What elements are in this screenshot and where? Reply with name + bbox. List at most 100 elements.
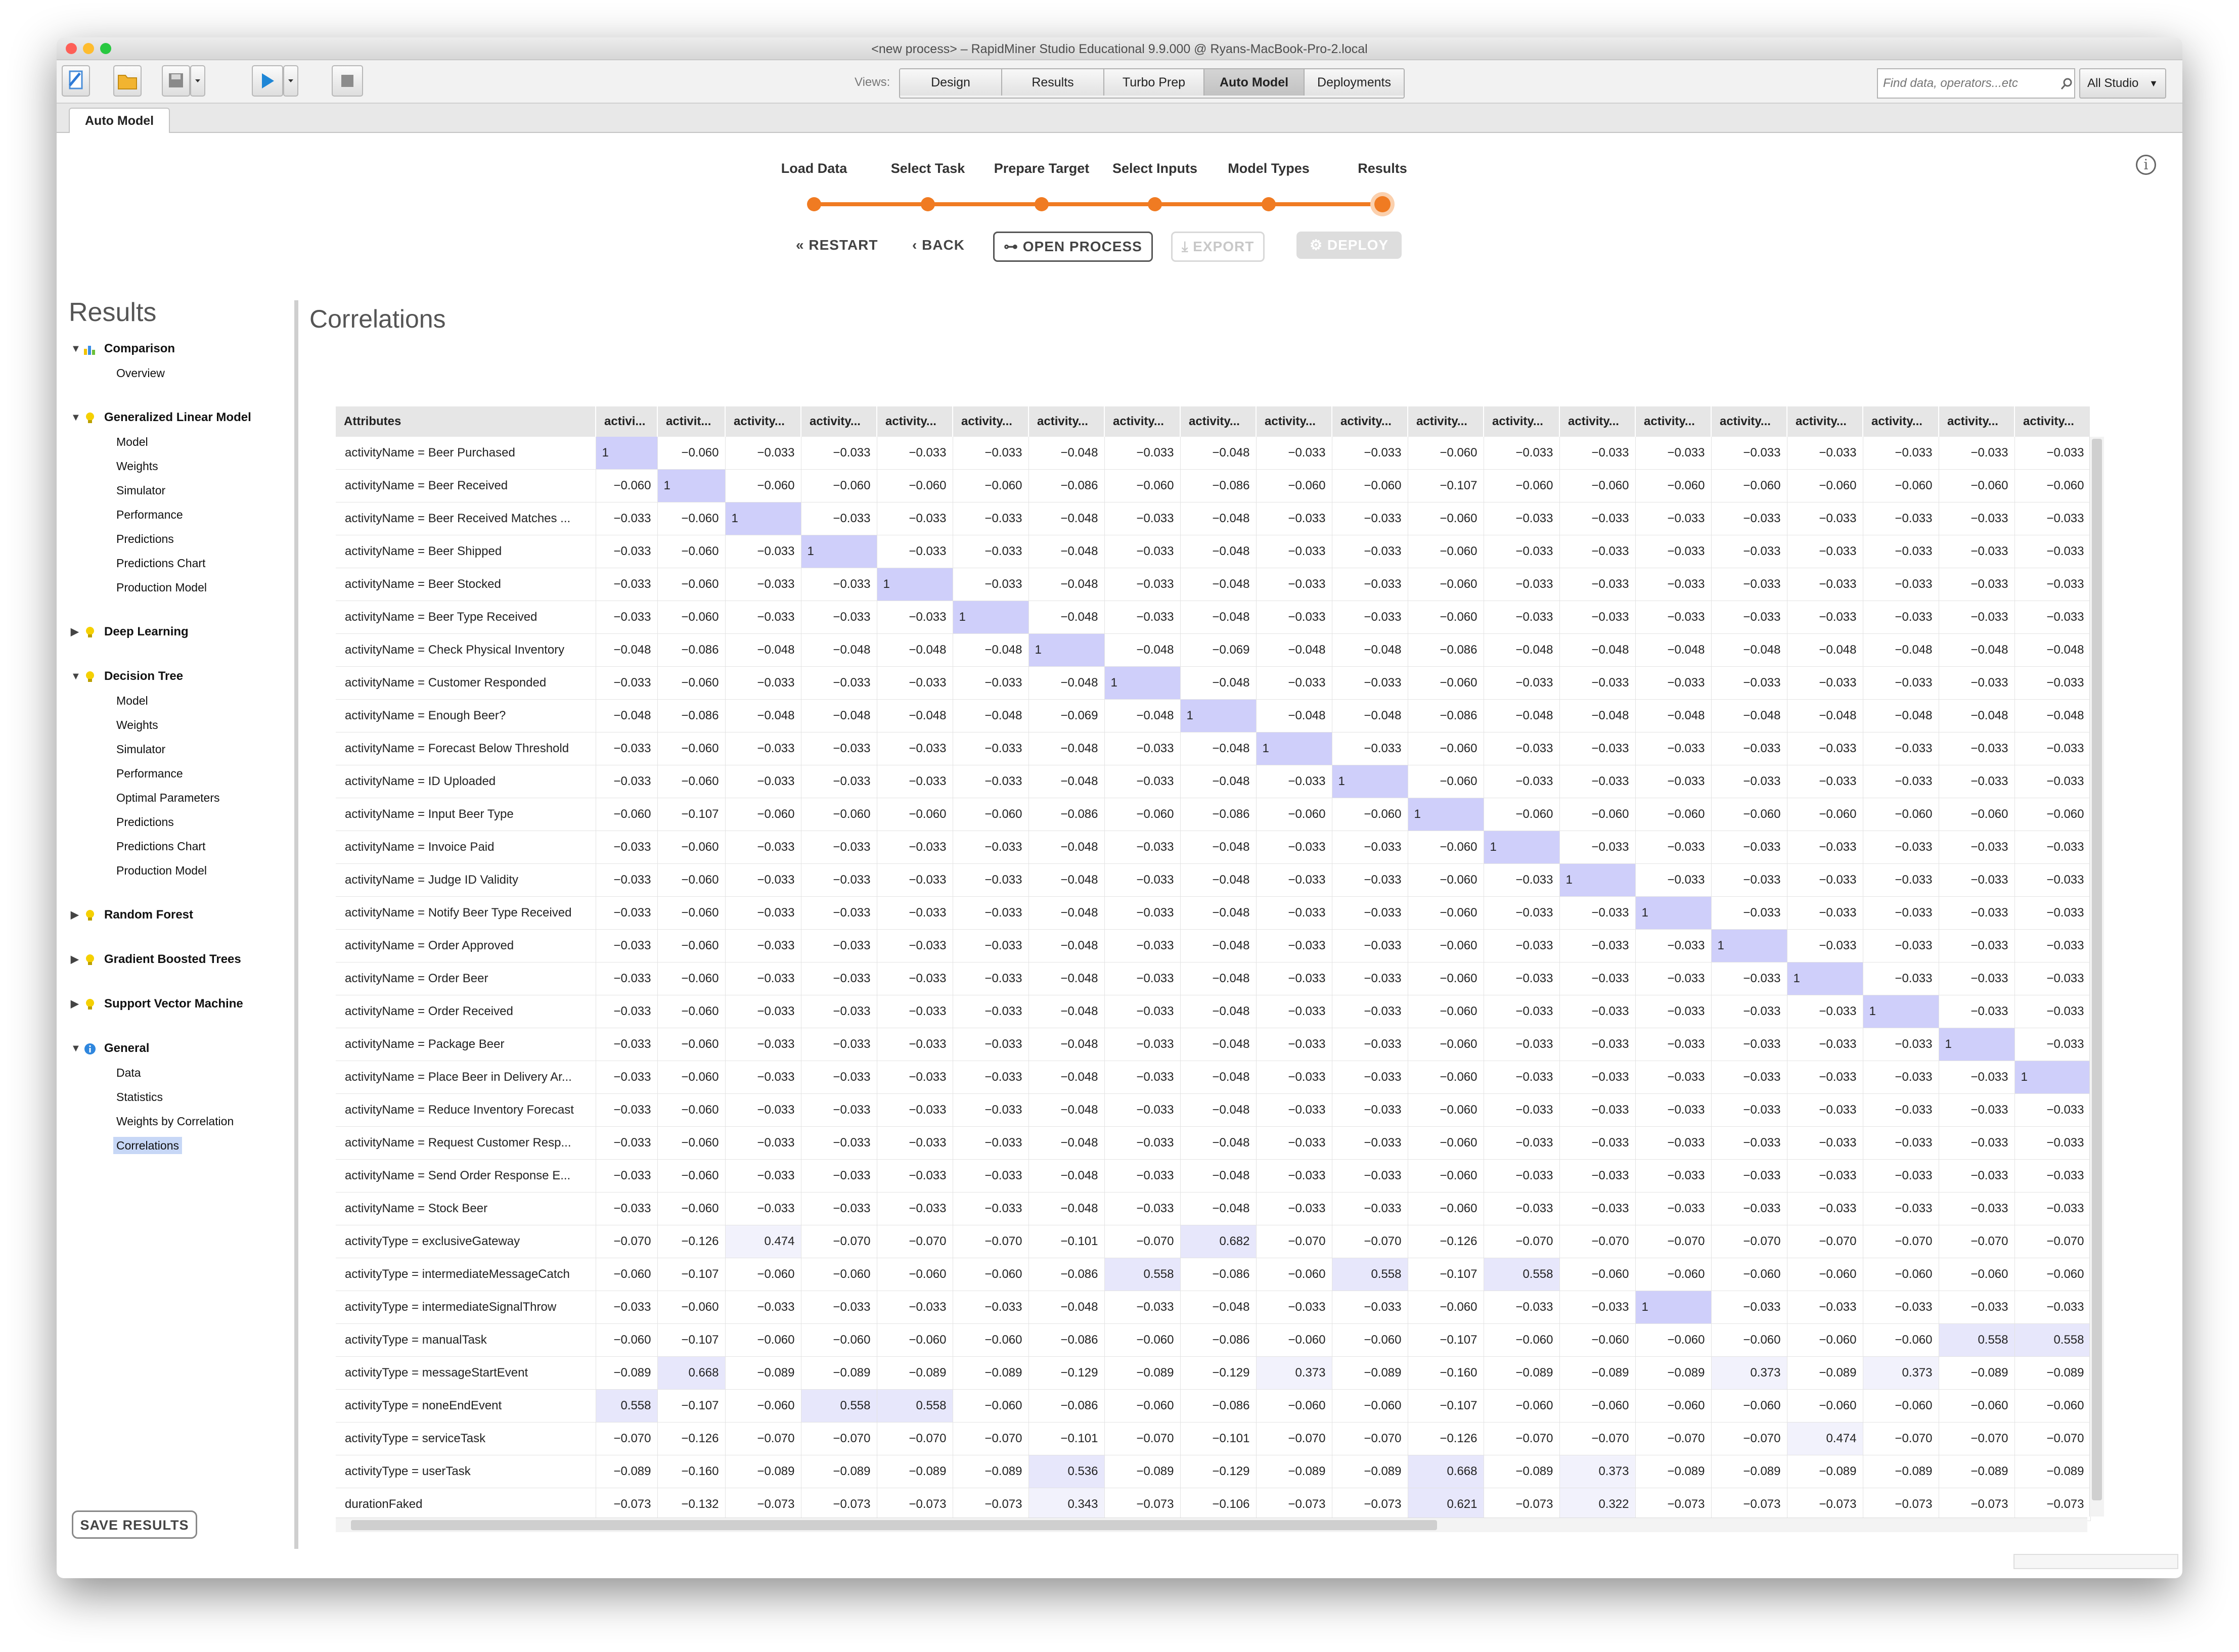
table-row[interactable]: activityName = Stock Beer −0.033 −0.060 −0.… [336,1192,2091,1225]
save-results-button[interactable]: SAVE RESULTS [72,1510,197,1539]
table-row[interactable]: activityName = Order Received −0.033 −0.06… [336,995,2091,1028]
column-header-attributes[interactable]: Attributes [336,406,596,437]
view-tab-results[interactable]: Results [1002,69,1104,96]
table-row[interactable]: activityType = messageStartEvent −0.089 0.… [336,1356,2091,1390]
view-tab-auto-model[interactable]: Auto Model [1204,69,1305,96]
panel-splitter[interactable] [294,300,298,1549]
tree-group-general[interactable]: ▼ General [69,1036,296,1061]
table-row[interactable]: activityName = Input Beer Type −0.060 −0.1… [336,798,2091,831]
column-header[interactable]: activity... [1028,406,1105,437]
column-header[interactable]: activity... [725,406,801,437]
vertical-scrollbar[interactable] [2089,437,2104,1517]
minimize-window-button[interactable] [83,43,94,54]
column-header[interactable]: activity... [1787,406,1863,437]
tree-group-gradient-boosted-trees[interactable]: ▶ Gradient Boosted Trees [69,947,296,972]
deploy-button[interactable]: ⚙ DEPLOY [1296,232,1402,259]
table-row[interactable]: activityName = Request Customer Resp... −… [336,1126,2091,1160]
tree-group-random-forest[interactable]: ▶ Random Forest [69,903,296,927]
column-header[interactable]: activity... [1559,406,1636,437]
column-header[interactable]: activity... [1635,406,1712,437]
tree-group-decision-tree[interactable]: ▼ Decision Tree [69,664,296,689]
table-row[interactable]: activityName = Reduce Inventory Forecast… [336,1093,2091,1127]
column-header[interactable]: activity... [1484,406,1560,437]
view-tab-turbo-prep[interactable]: Turbo Prep [1104,69,1204,96]
tree-item-statistics[interactable]: Statistics [69,1085,296,1109]
table-row[interactable]: activityType = exclusiveGateway −0.070 −0.… [336,1225,2091,1258]
tree-item-predictions[interactable]: Predictions [69,527,296,551]
view-tab-deployments[interactable]: Deployments [1305,69,1404,96]
step-dot[interactable] [1035,197,1049,211]
new-process-button[interactable] [62,65,90,97]
column-header[interactable]: activity... [953,406,1029,437]
tree-item-predictions-chart[interactable]: Predictions Chart [69,551,296,575]
view-tab-design[interactable]: Design [900,69,1002,96]
table-row[interactable]: activityName = Beer Received −0.060 1 −0.06… [336,469,2091,502]
vertical-scroll-thumb[interactable] [2092,439,2102,1500]
tree-item-production-model[interactable]: Production Model [69,858,296,883]
export-button[interactable]: ⤓ EXPORT [1171,232,1265,262]
step-label-select-task[interactable]: Select Task [890,161,965,176]
tree-item-weights[interactable]: Weights [69,454,296,478]
table-row[interactable]: activityName = Beer Type Received −0.033−… [336,601,2091,634]
tree-item-predictions[interactable]: Predictions [69,810,296,834]
table-row[interactable]: activityName = Invoice Paid −0.033 −0.060−… [336,831,2091,864]
table-row[interactable]: activityType = serviceTask −0.070 −0.126 −0… [336,1422,2091,1455]
column-header[interactable]: activity... [1256,406,1332,437]
tab-auto-model[interactable]: Auto Model [69,108,170,133]
horizontal-scroll-thumb[interactable] [351,1520,1437,1530]
column-header[interactable]: activity... [1180,406,1257,437]
column-header[interactable]: activity... [1711,406,1787,437]
step-dot[interactable] [807,197,821,211]
tree-item-weights-by-correlation[interactable]: Weights by Correlation [69,1109,296,1133]
horizontal-scrollbar[interactable] [336,1518,2087,1532]
table-row[interactable]: activityName = Send Order Response E... −… [336,1159,2091,1192]
open-process-wizard-button[interactable]: ⊶ OPEN PROCESS [993,232,1153,262]
tree-item-simulator[interactable]: Simulator [69,737,296,761]
tree-group-comparison[interactable]: ▼ Comparison [69,337,296,361]
step-label-select-inputs[interactable]: Select Inputs [1112,161,1198,176]
tree-group-generalized-linear-model[interactable]: ▼ Generalized Linear Model [69,405,296,430]
tree-item-simulator[interactable]: Simulator [69,478,296,502]
open-process-button[interactable] [113,65,142,97]
table-row[interactable]: activityName = Beer Stocked −0.033 −0.060−… [336,568,2091,601]
step-label-results[interactable]: Results [1358,161,1407,176]
back-button[interactable]: ‹ BACK [912,232,965,259]
tree-item-data[interactable]: Data [69,1061,296,1085]
table-row[interactable]: activityType = intermediateSignalThrow −0… [336,1291,2091,1324]
table-row[interactable]: activityType = intermediateMessageCatch −… [336,1258,2091,1291]
table-row[interactable]: activityName = Check Physical Inventory −… [336,633,2091,667]
table-row[interactable]: activityName = Judge ID Validity −0.033 −0… [336,863,2091,897]
table-row[interactable]: activityName = Enough Beer? −0.048 −0.086−… [336,699,2091,732]
table-row[interactable]: activityName = Order Approved −0.033 −0.06… [336,929,2091,962]
table-row[interactable]: activityName = Notify Beer Type Received… [336,896,2091,930]
step-dot[interactable] [921,197,935,211]
table-row[interactable]: activityName = Beer Received Matches ...… [336,502,2091,535]
info-icon[interactable]: i [2136,155,2156,175]
restart-button[interactable]: « RESTART [796,232,878,259]
table-row[interactable]: activityName = Order Beer −0.033 −0.060 −0.… [336,962,2091,995]
table-row[interactable]: activityName = Place Beer in Delivery Ar… [336,1061,2091,1094]
column-header[interactable]: activi... [596,406,658,437]
run-menu-dropdown[interactable] [283,65,298,97]
zoom-window-button[interactable] [100,43,111,54]
table-row[interactable]: activityName = Beer Shipped −0.033 −0.060−… [336,535,2091,568]
stop-process-button[interactable] [332,65,363,97]
column-header[interactable]: activity... [1408,406,1484,437]
tree-item-model[interactable]: Model [69,430,296,454]
table-row[interactable]: activityName = Forecast Below Threshold −… [336,732,2091,765]
global-search-input[interactable] [1877,68,2075,99]
tree-item-weights[interactable]: Weights [69,713,296,737]
table-row[interactable]: activityType = noneEndEvent 0.558 −0.107 −0… [336,1389,2091,1422]
table-row[interactable]: durationFaked −0.073 −0.132 −0.073 −0.073 −0.… [336,1488,2091,1521]
save-menu-dropdown[interactable] [190,65,205,97]
tree-item-optimal-parameters[interactable]: Optimal Parameters [69,786,296,810]
column-header[interactable]: activit... [657,406,726,437]
save-process-button[interactable] [162,65,190,97]
table-row[interactable]: activityName = ID Uploaded −0.033 −0.060 −0… [336,765,2091,798]
table-row[interactable]: activityName = Package Beer −0.033 −0.060−… [336,1028,2091,1061]
column-header[interactable]: activity... [801,406,877,437]
close-window-button[interactable] [66,43,77,54]
tree-item-overview[interactable]: Overview [69,361,296,385]
column-header[interactable]: activity... [1332,406,1408,437]
column-header[interactable]: activity... [2014,406,2091,437]
